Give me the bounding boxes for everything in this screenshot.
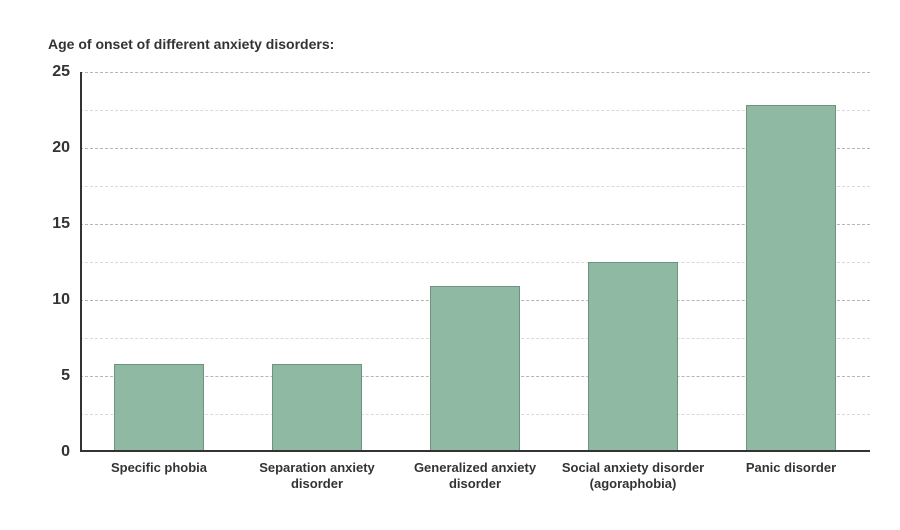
chart-title: Age of onset of different anxiety disord… xyxy=(48,36,334,52)
gridline-major xyxy=(80,72,870,73)
xtick-label: Generalized anxiety disorder xyxy=(398,452,553,491)
plot-area: 0510152025Specific phobiaSeparation anxi… xyxy=(80,72,870,452)
xtick-label: Social anxiety disorder (agoraphobia) xyxy=(556,452,711,491)
ytick-label: 15 xyxy=(52,215,80,233)
bar xyxy=(746,105,836,452)
ytick-label: 25 xyxy=(52,63,80,81)
ytick-label: 5 xyxy=(61,367,80,385)
xtick-label: Panic disorder xyxy=(714,452,869,476)
ytick-label: 20 xyxy=(52,139,80,157)
bar xyxy=(588,262,678,452)
y-axis xyxy=(80,72,82,452)
xtick-label: Specific phobia xyxy=(82,452,237,476)
ytick-label: 0 xyxy=(61,443,80,461)
bar xyxy=(114,364,204,452)
bar xyxy=(430,286,520,452)
xtick-label: Separation anxiety disorder xyxy=(240,452,395,491)
ytick-label: 10 xyxy=(52,291,80,309)
x-axis xyxy=(80,450,870,452)
chart-container: Age of onset of different anxiety disord… xyxy=(0,0,900,530)
bar xyxy=(272,364,362,452)
